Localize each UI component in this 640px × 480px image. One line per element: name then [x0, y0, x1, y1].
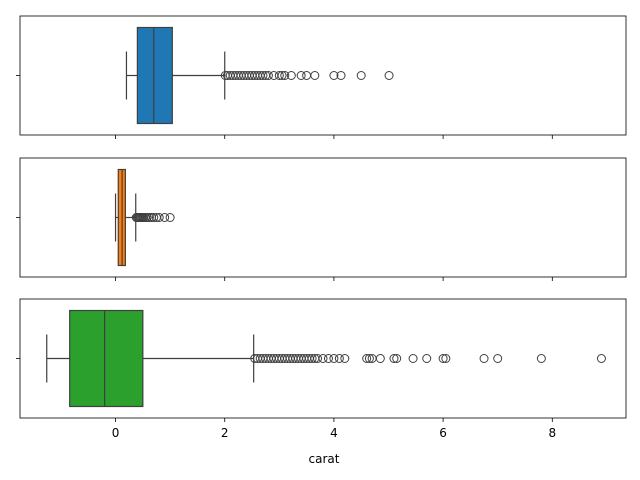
panel-3-flier-42 — [596, 354, 606, 363]
panel-3-flier-40 — [493, 354, 503, 363]
panel-3 — [16, 298, 627, 422]
panel-3-flier-21 — [307, 354, 317, 363]
panel-3-flier-38 — [441, 354, 451, 363]
panel-3-flier-23 — [313, 354, 323, 363]
panel-1-flier-23 — [302, 71, 312, 80]
panel-3-flier-36 — [422, 354, 432, 363]
panels-group: 0 2 4 6 8 — [16, 15, 627, 440]
panel-2-flier-15 — [160, 213, 170, 222]
panel-1-flier-14 — [258, 71, 268, 80]
panel-3-box — [69, 309, 144, 408]
panel-3-flier-32 — [375, 354, 385, 363]
panel-1-flier-21 — [286, 71, 296, 80]
x-tick-label-8: 8 — [548, 426, 556, 440]
panel-3-flier-37 — [438, 354, 448, 363]
panel-1-flier-26 — [336, 71, 346, 80]
x-tick-label-6: 6 — [439, 426, 447, 440]
panel-1-flier-18 — [274, 71, 284, 80]
panel-3-flier-30 — [364, 354, 374, 363]
panel-3-flier-39 — [479, 354, 489, 363]
panel-1-flier-19 — [277, 71, 287, 80]
panel-3-flier-24 — [318, 354, 328, 363]
panel-3-flier-29 — [362, 354, 372, 363]
panel-3-flier-35 — [408, 354, 418, 363]
panel-3-flier-27 — [334, 354, 344, 363]
x-axis-label: carat — [309, 452, 340, 466]
panel-1-frame — [19, 15, 627, 136]
panel-3-flier-26 — [329, 354, 339, 363]
panel-1-flier-28 — [384, 71, 394, 80]
panel-1 — [16, 15, 627, 139]
panel-2-flier-10 — [144, 213, 154, 222]
panel-2 — [16, 157, 627, 281]
panel-3-flier-41 — [536, 354, 546, 363]
panel-3-flier-28 — [340, 354, 350, 363]
panel-1-flier-25 — [329, 71, 339, 80]
panel-1-flier-20 — [280, 71, 290, 80]
panel-2-flier-16 — [165, 213, 175, 222]
panel-1-flier-27 — [356, 71, 366, 80]
panel-1-flier-24 — [310, 71, 320, 80]
x-tick-label-2: 2 — [221, 426, 229, 440]
panel-3-flier-33 — [389, 354, 399, 363]
panel-3-flier-34 — [392, 354, 402, 363]
panel-2-frame — [19, 157, 627, 278]
x-tick-label-0: 0 — [112, 426, 120, 440]
panel-3-flier-25 — [323, 354, 333, 363]
panel-2-flier-12 — [149, 213, 159, 222]
x-tick-label-4: 4 — [330, 426, 338, 440]
panel-1-box — [136, 26, 173, 125]
panel-2-flier-14 — [154, 213, 164, 222]
panel-2-flier-9 — [142, 213, 152, 222]
panel-1-flier-22 — [296, 71, 306, 80]
panel-1-flier-16 — [263, 71, 273, 80]
